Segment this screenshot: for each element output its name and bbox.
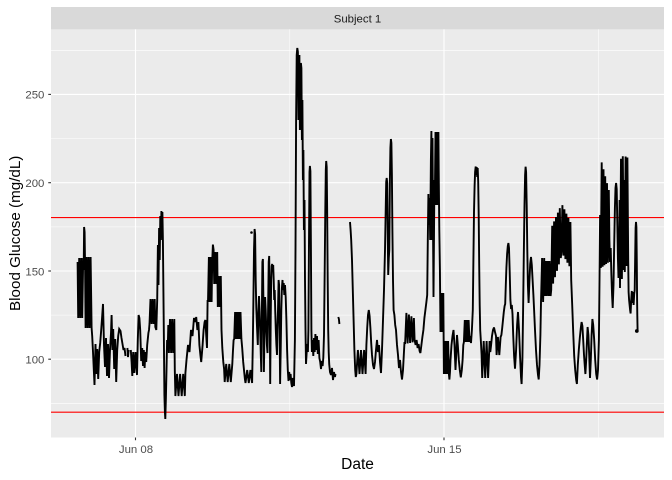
svg-text:Jun 15: Jun 15 [427,444,461,456]
svg-text:250: 250 [25,90,44,102]
svg-text:Blood Glucose (mg/dL): Blood Glucose (mg/dL) [7,156,24,311]
svg-text:100: 100 [25,355,44,367]
svg-text:150: 150 [25,266,44,278]
svg-text:Jun 08: Jun 08 [119,444,153,456]
svg-text:200: 200 [25,178,44,190]
svg-text:Date: Date [341,456,374,473]
svg-text:Subject 1: Subject 1 [334,13,382,25]
